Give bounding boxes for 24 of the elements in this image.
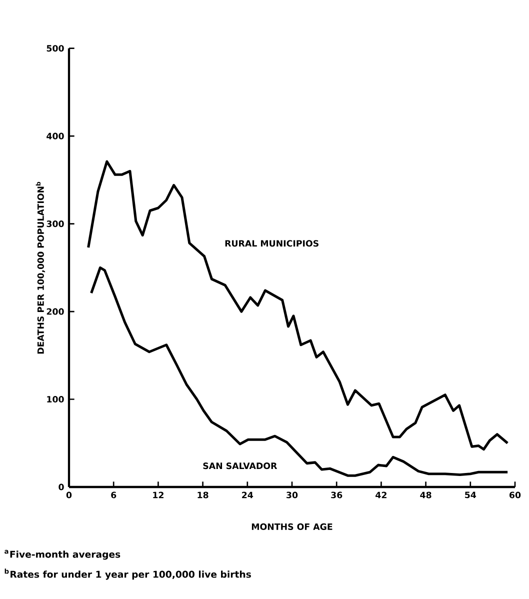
x-tick-label: 54 bbox=[465, 492, 476, 498]
x-tick-label: 24 bbox=[242, 492, 254, 498]
y-tick-label: 100 bbox=[47, 396, 64, 403]
x-tick-label: 6 bbox=[111, 492, 116, 498]
y-tick-label: 500 bbox=[46, 45, 64, 52]
x-tick-label: 12 bbox=[153, 492, 164, 498]
x-tick-label: 36 bbox=[331, 492, 342, 498]
text: $^{a}$Five-month averages bbox=[4, 550, 120, 560]
y-tick-label: 300 bbox=[46, 220, 64, 228]
y-tick-label: 400 bbox=[46, 132, 64, 140]
x-tick-label: 18 bbox=[198, 492, 208, 498]
y-axis-title: DEATHS PER 100,000 POPULATION$^{b}$ bbox=[36, 182, 46, 354]
x-tick-label: 48 bbox=[420, 492, 432, 498]
text: SAN SALVADOR bbox=[203, 462, 278, 470]
text: RURAL MUNICIPIOS bbox=[225, 240, 318, 247]
text: $^{b}$Rates for under 1 year per 100,000 live births bbox=[4, 568, 251, 580]
x-tick-label: 42 bbox=[376, 492, 386, 498]
line-series bbox=[87, 160, 509, 451]
y-tick-label: 200 bbox=[46, 308, 64, 315]
x-tick-label: 0 bbox=[66, 492, 72, 498]
x-tick-label: 60 bbox=[510, 492, 521, 498]
x-tick-label: 30 bbox=[286, 492, 298, 498]
x-axis-title: MONTHS OF AGE bbox=[252, 523, 332, 530]
y-tick-label: 0 bbox=[58, 484, 64, 490]
